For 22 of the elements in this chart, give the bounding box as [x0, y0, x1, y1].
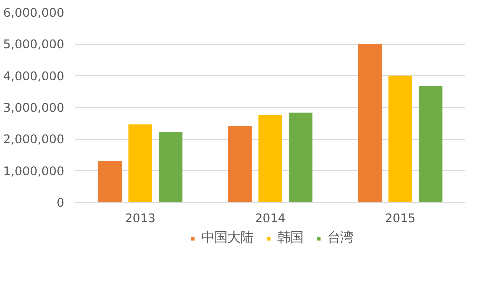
y-tick-label: 4,000,000: [3, 69, 65, 84]
bar: [128, 124, 152, 202]
legend-label: 韩国: [278, 230, 304, 247]
legend-label: 中国大陆: [202, 230, 254, 247]
bar: [159, 132, 183, 202]
x-tick-label: 2013: [125, 212, 156, 226]
bar: [258, 115, 282, 202]
y-tick-label: 0: [56, 196, 65, 210]
y-tick-label: 1,000,000: [3, 164, 65, 178]
bar: [388, 76, 412, 202]
y-tick-label: 5,000,000: [3, 38, 65, 52]
bar: [358, 44, 382, 202]
y-tick-label: 6,000,000: [3, 6, 65, 20]
bar: [419, 86, 443, 202]
y-tick-label: 2,000,000: [3, 132, 65, 147]
x-tick-label: 2014: [255, 212, 286, 226]
bar: [228, 126, 252, 202]
bar: [98, 161, 122, 202]
legend-label: 台湾: [328, 230, 354, 247]
bar: [289, 112, 313, 202]
x-tick-label: 2015: [385, 212, 416, 226]
y-tick-label: 3,000,000: [3, 101, 65, 115]
